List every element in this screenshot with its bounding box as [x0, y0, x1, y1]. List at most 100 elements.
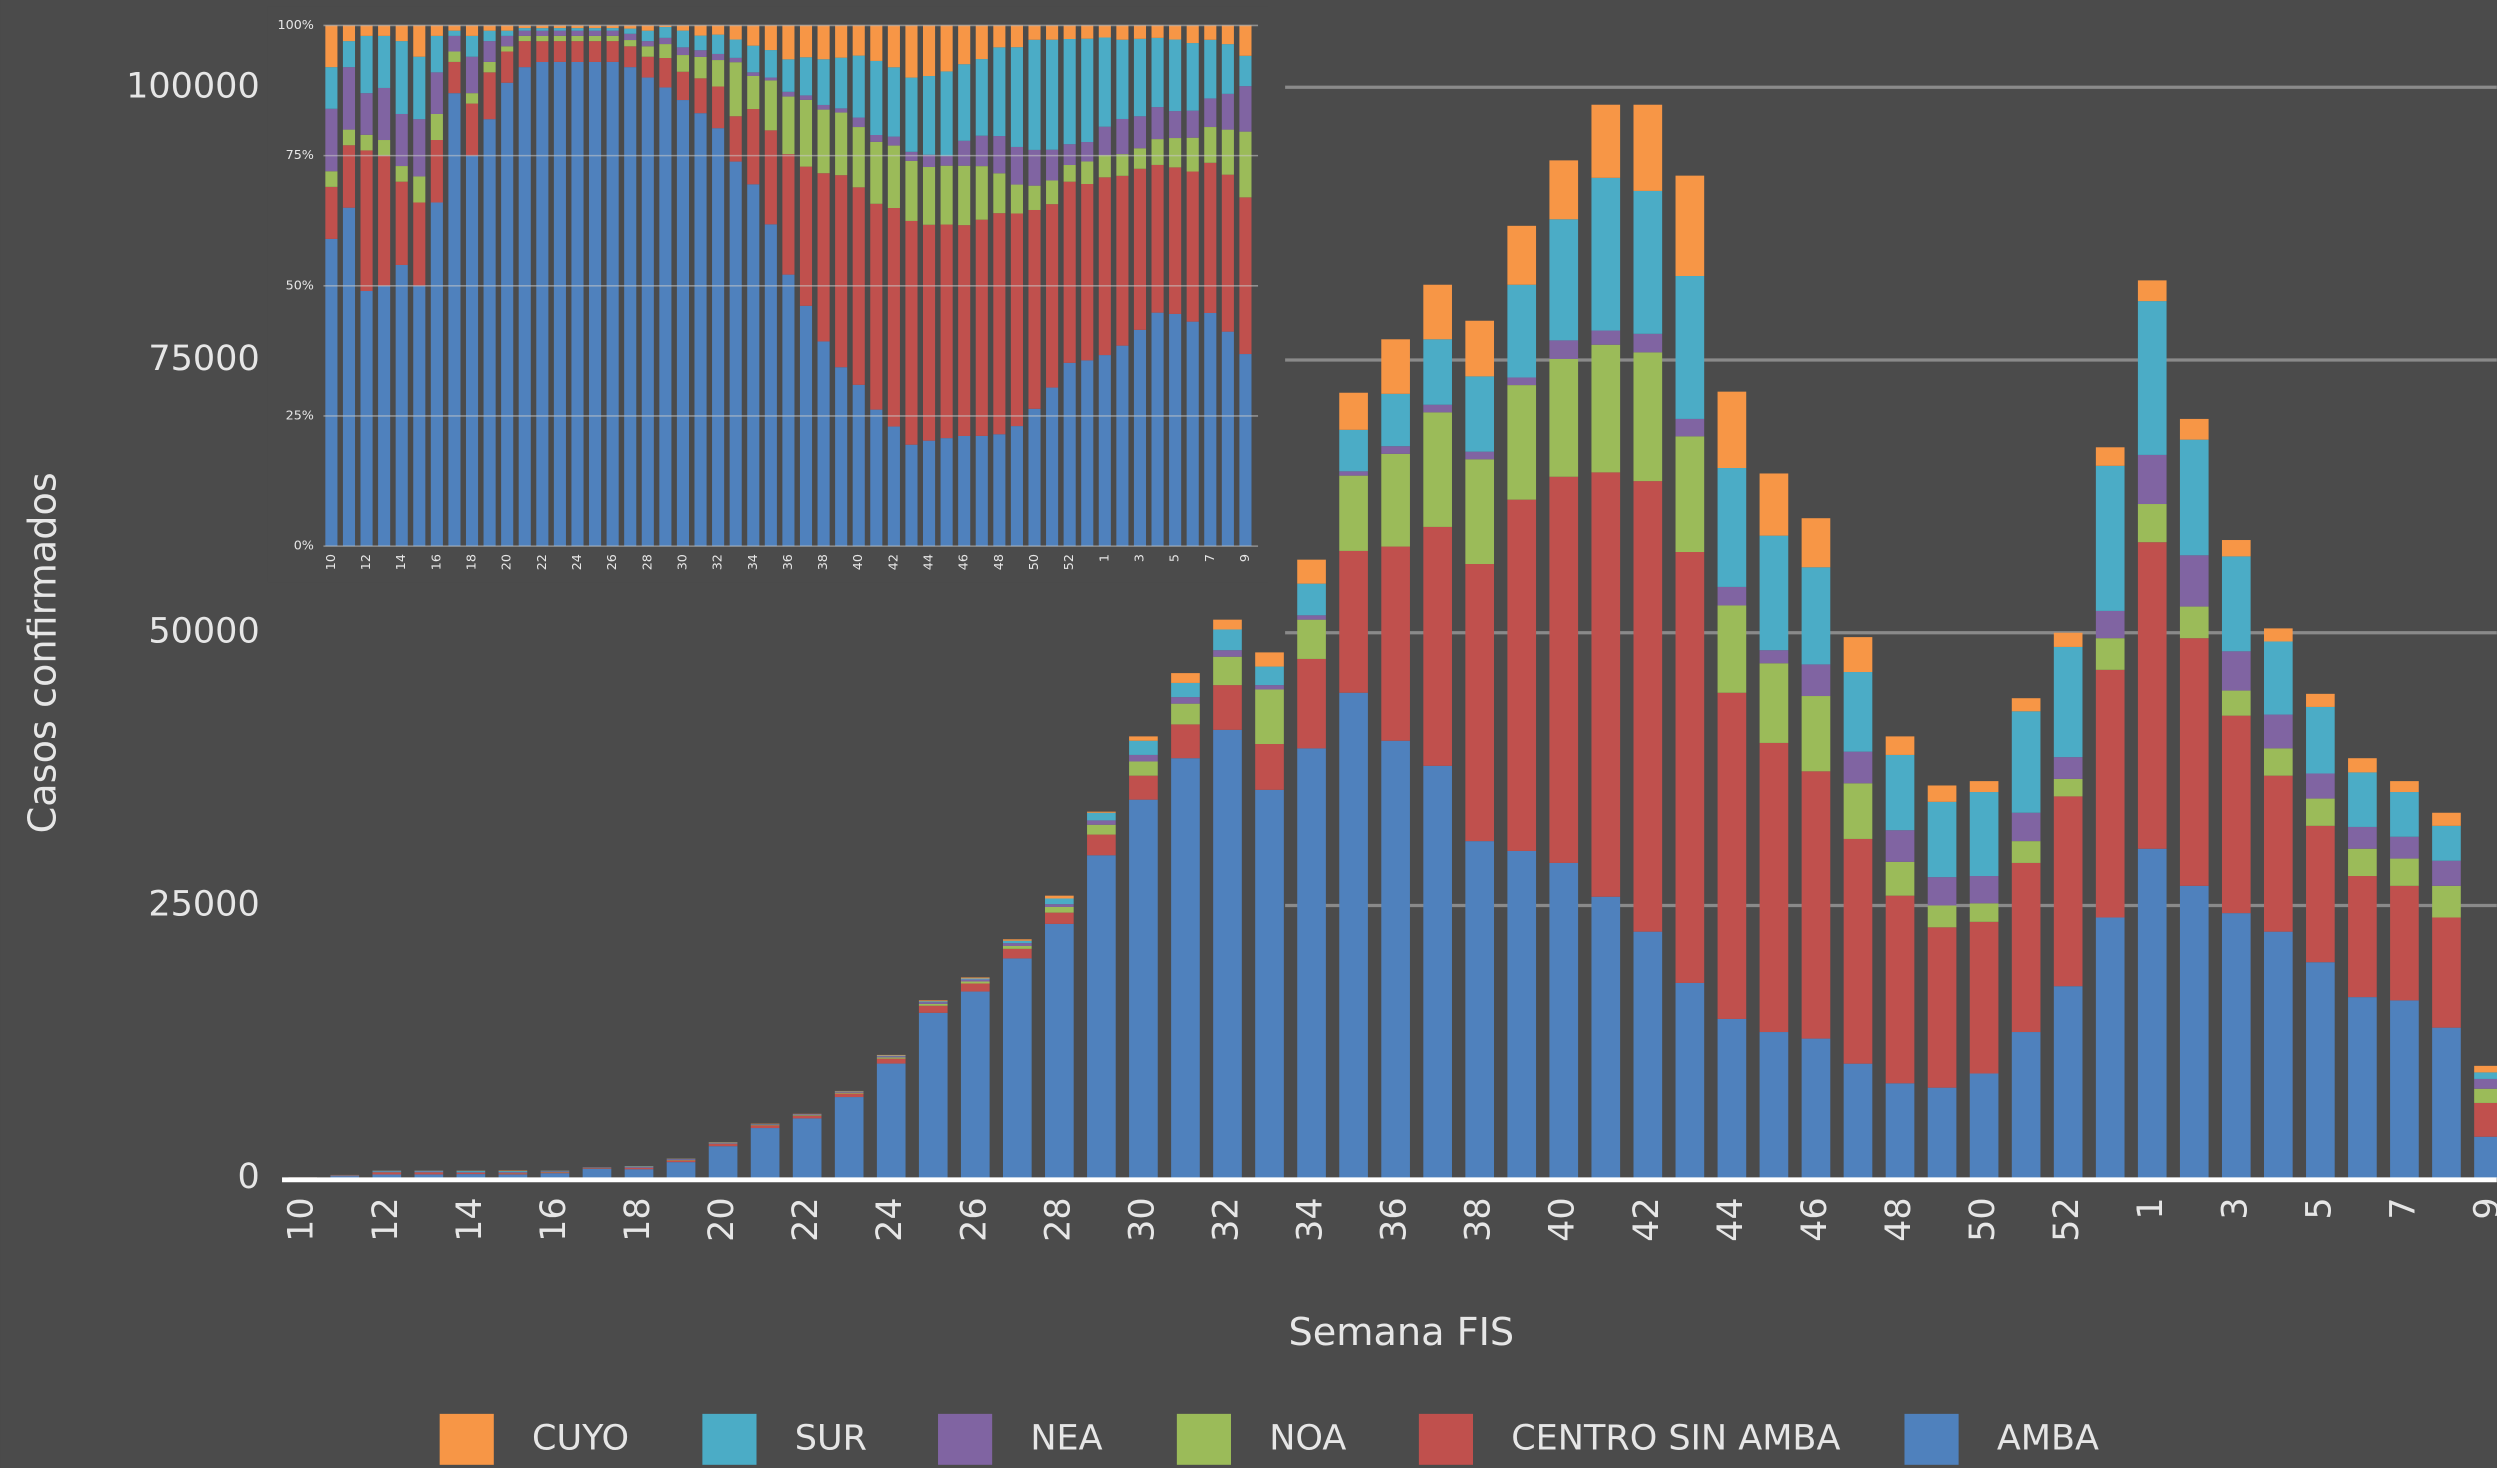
bar-segment — [2179, 555, 2209, 607]
x-tick-label: 3 — [2214, 1197, 2255, 1219]
bar-segment — [395, 41, 408, 114]
bar-segment — [540, 1173, 570, 1179]
bar-segment — [1759, 650, 1789, 664]
bar-segment — [1381, 546, 1410, 741]
bar-segment — [2432, 812, 2461, 826]
bar-segment — [887, 67, 900, 137]
bar-segment — [764, 224, 777, 547]
bar-segment — [1255, 685, 1284, 690]
bar-segment — [1087, 824, 1116, 835]
bar-segment — [1507, 385, 1537, 500]
bar-segment — [676, 25, 690, 31]
y-tick-label: 25000 — [148, 883, 259, 924]
bar-segment — [1255, 689, 1284, 745]
bar-segment — [1381, 740, 1410, 1179]
bar-segment — [325, 171, 338, 187]
legend-label: NEA — [1030, 1417, 1102, 1458]
bar-segment — [1465, 451, 1495, 460]
legend-label: CENTRO SIN AMBA — [1511, 1417, 1840, 1458]
bar-segment — [1885, 736, 1915, 755]
bar-segment — [2011, 698, 2041, 712]
bar-segment — [448, 30, 461, 36]
x-tick-label: 14 — [394, 554, 409, 570]
bar-segment — [2179, 439, 2209, 556]
bar-segment — [501, 82, 514, 547]
x-tick-label: 52 — [2046, 1197, 2087, 1242]
bar-segment — [2179, 418, 2209, 440]
bar-segment — [1045, 904, 1074, 907]
bar-segment — [659, 44, 672, 59]
bar-segment — [2432, 825, 2461, 861]
bar-segment — [571, 30, 584, 36]
bar-segment — [518, 67, 531, 547]
bar-segment — [2390, 858, 2419, 886]
bar-segment — [1927, 877, 1957, 906]
bar-segment — [413, 119, 426, 177]
x-tick-label: 30 — [675, 554, 690, 570]
legend-label: NOA — [1269, 1417, 1346, 1458]
y-tick-label: 75000 — [148, 338, 259, 379]
bar-segment — [325, 67, 338, 109]
bar-segment — [1087, 812, 1116, 821]
bar-segment — [1339, 429, 1368, 472]
bar-segment — [1759, 663, 1789, 743]
bar-segment — [1129, 740, 1158, 755]
x-tick-label: 50 — [1027, 554, 1042, 570]
bar-segment — [2179, 606, 2209, 639]
bar-segment — [1339, 471, 1368, 476]
bar-segment — [1255, 666, 1284, 686]
bar-segment — [729, 62, 742, 117]
bar-segment — [395, 25, 408, 42]
y-axis-title: Casos confirmados — [21, 472, 65, 833]
bar-segment — [571, 41, 584, 62]
bar-segment — [1969, 781, 1999, 793]
x-tick-label: 18 — [617, 1197, 658, 1242]
bar-segment — [395, 113, 408, 167]
x-tick-label: 52 — [1062, 554, 1077, 570]
bar-segment — [666, 1160, 696, 1163]
bar-segment — [2137, 848, 2167, 1179]
bar-segment — [1063, 144, 1076, 166]
bar-segment — [430, 72, 443, 114]
bar-segment — [413, 202, 426, 286]
bar-segment — [1381, 339, 1410, 394]
bar-segment — [1081, 360, 1094, 547]
x-tick-label: 34 — [746, 554, 761, 570]
bar-segment — [1801, 567, 1831, 665]
x-tick-label: 24 — [570, 554, 585, 570]
bar-segment — [852, 55, 865, 118]
bar-segment — [940, 25, 953, 72]
bar-segment — [782, 274, 795, 547]
bar-segment — [1549, 160, 1579, 220]
bar-segment — [589, 35, 602, 42]
bar-segment — [430, 25, 443, 36]
bar-segment — [501, 35, 514, 47]
bar-segment — [378, 35, 391, 88]
bar-segment — [1002, 943, 1032, 946]
bar-segment — [1151, 37, 1164, 108]
bar-segment — [876, 1058, 906, 1064]
bar-segment — [1171, 682, 1200, 698]
bar-segment — [641, 56, 654, 78]
bar-segment — [975, 166, 988, 220]
x-tick-label: 16 — [533, 1197, 574, 1242]
bar-segment — [1423, 404, 1452, 413]
bar-segment — [1465, 564, 1495, 842]
bar-segment — [1098, 355, 1111, 547]
bar-segment — [1151, 25, 1164, 38]
bar-segment — [876, 1056, 906, 1058]
bar-segment — [835, 57, 848, 109]
bar-segment — [378, 87, 391, 141]
bar-segment — [960, 979, 990, 982]
bar-segment — [975, 135, 988, 167]
bar-segment — [1045, 906, 1074, 913]
bar-segment — [817, 104, 830, 110]
bar-segment — [1186, 171, 1199, 322]
bar-segment — [708, 1144, 738, 1147]
bar-segment — [747, 25, 760, 46]
bar-segment — [536, 30, 549, 36]
bar-segment — [1186, 110, 1199, 138]
bar-segment — [905, 160, 918, 221]
bar-segment — [342, 129, 356, 146]
bar-segment — [448, 35, 461, 52]
